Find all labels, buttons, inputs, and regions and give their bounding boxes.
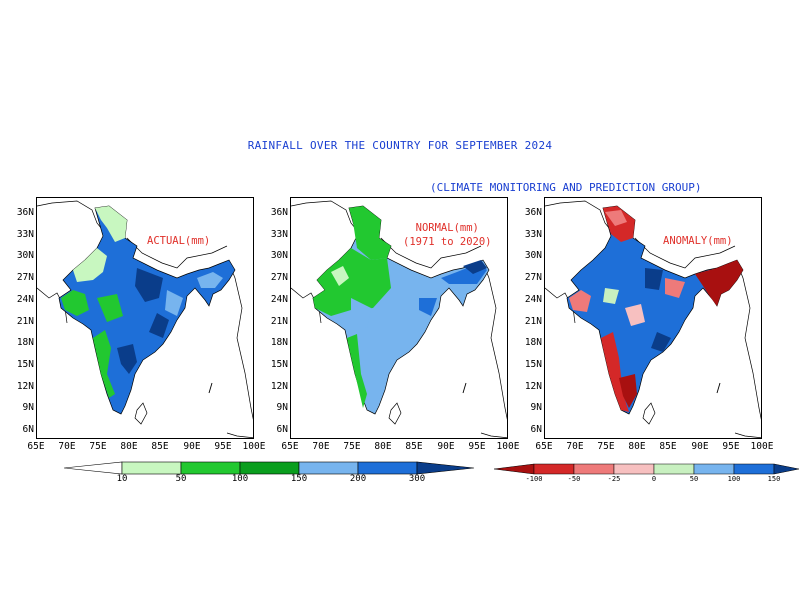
lon-tick: 100E (750, 441, 774, 452)
lon-tick: 90E (183, 441, 201, 452)
lon-tick: 80E (120, 441, 138, 452)
lat-tick: 33N (270, 229, 288, 240)
anomaly-rainfall-panel: ANOMALY(mm) (544, 197, 762, 439)
colorbar-label: 150 (767, 475, 781, 483)
colorbar-segment (180, 461, 241, 475)
normal-rainfall-panel: NORMAL(mm) (1971 to 2020) (290, 197, 508, 439)
map-subtitle: (CLIMATE MONITORING AND PREDICTION GROUP… (430, 181, 702, 194)
lon-tick: 85E (405, 441, 423, 452)
lon-tick: 95E (214, 441, 232, 452)
lon-tick: 85E (151, 441, 169, 452)
lon-tick: 65E (535, 441, 553, 452)
colorbar-segment (653, 463, 695, 475)
lon-tick: 70E (312, 441, 330, 452)
lon-tick: 100E (496, 441, 520, 452)
colorbar-segment (613, 463, 655, 475)
lat-tick: 36N (524, 207, 542, 218)
lat-tick: 21N (524, 316, 542, 327)
lat-tick: 21N (270, 316, 288, 327)
colorbar-label: 150 (290, 474, 308, 484)
lat-tick: 27N (16, 272, 34, 283)
colorbar-segment (494, 463, 535, 475)
lat-tick: 30N (524, 250, 542, 261)
lat-tick: 18N (270, 337, 288, 348)
lon-tick: 85E (659, 441, 677, 452)
colorbar-label: -50 (567, 475, 581, 483)
lat-tick: 15N (270, 359, 288, 370)
lat-tick: 15N (16, 359, 34, 370)
lat-tick: 27N (524, 272, 542, 283)
colorbar-segment (533, 463, 575, 475)
rainfall-colorbar (64, 461, 475, 475)
lat-tick: 33N (524, 229, 542, 240)
lon-tick: 90E (691, 441, 709, 452)
lon-tick: 80E (374, 441, 392, 452)
lat-tick: 36N (270, 207, 288, 218)
lon-tick: 75E (343, 441, 361, 452)
lat-tick: 24N (524, 294, 542, 305)
colorbar-segment (121, 461, 182, 475)
lat-tick: 6N (22, 424, 34, 435)
colorbar-segment (298, 461, 359, 475)
lat-tick: 24N (270, 294, 288, 305)
lat-tick: 30N (16, 250, 34, 261)
anomaly-rainfall-map (545, 198, 761, 438)
colorbar-label: 200 (349, 474, 367, 484)
lon-tick: 70E (566, 441, 584, 452)
colorbar-label: -25 (607, 475, 621, 483)
colorbar-segment (239, 461, 300, 475)
lat-tick: 12N (270, 381, 288, 392)
map-title: RAINFALL OVER THE COUNTRY FOR SEPTEMBER … (247, 139, 553, 152)
colorbar-segment (733, 463, 775, 475)
colorbar-segment (357, 461, 418, 475)
lat-tick: 27N (270, 272, 288, 283)
lat-tick: 9N (276, 402, 288, 413)
anomaly-panel-label: ANOMALY(mm) (663, 235, 733, 247)
lon-tick: 100E (242, 441, 266, 452)
lat-tick: 36N (16, 207, 34, 218)
colorbar-segment (416, 461, 475, 475)
colorbar-segment (573, 463, 615, 475)
lat-tick: 12N (16, 381, 34, 392)
lon-tick: 75E (597, 441, 615, 452)
colorbar-segment (773, 463, 800, 475)
normal-panel-label: NORMAL(mm) (1971 to 2020) (403, 222, 492, 248)
lon-tick: 90E (437, 441, 455, 452)
anomaly-colorbar (494, 463, 800, 475)
lon-tick: 95E (468, 441, 486, 452)
colorbar-label: -100 (525, 475, 543, 483)
lon-tick: 75E (89, 441, 107, 452)
lat-tick: 9N (530, 402, 542, 413)
lat-tick: 12N (524, 381, 542, 392)
lat-tick: 30N (270, 250, 288, 261)
lat-tick: 9N (22, 402, 34, 413)
lat-tick: 6N (276, 424, 288, 435)
lon-tick: 80E (628, 441, 646, 452)
lon-tick: 65E (27, 441, 45, 452)
colorbar-label: 50 (689, 475, 699, 483)
colorbar-label: 300 (408, 474, 426, 484)
actual-rainfall-map (37, 198, 253, 438)
colorbar-label: 50 (175, 474, 187, 484)
colorbar-segment (64, 461, 123, 475)
lat-tick: 24N (16, 294, 34, 305)
colorbar-label: 0 (651, 475, 657, 483)
lon-tick: 95E (722, 441, 740, 452)
colorbar-label: 10 (116, 474, 128, 484)
lon-tick: 70E (58, 441, 76, 452)
lon-tick: 65E (281, 441, 299, 452)
lat-tick: 21N (16, 316, 34, 327)
colorbar-segment (693, 463, 735, 475)
lat-tick: 18N (16, 337, 34, 348)
lat-tick: 18N (524, 337, 542, 348)
lat-tick: 6N (530, 424, 542, 435)
actual-panel-label: ACTUAL(mm) (147, 235, 211, 247)
lat-tick: 33N (16, 229, 34, 240)
lat-tick: 15N (524, 359, 542, 370)
colorbar-label: 100 (727, 475, 741, 483)
normal-rainfall-map (291, 198, 507, 438)
colorbar-label: 100 (231, 474, 249, 484)
actual-rainfall-panel: ACTUAL(mm) (36, 197, 254, 439)
